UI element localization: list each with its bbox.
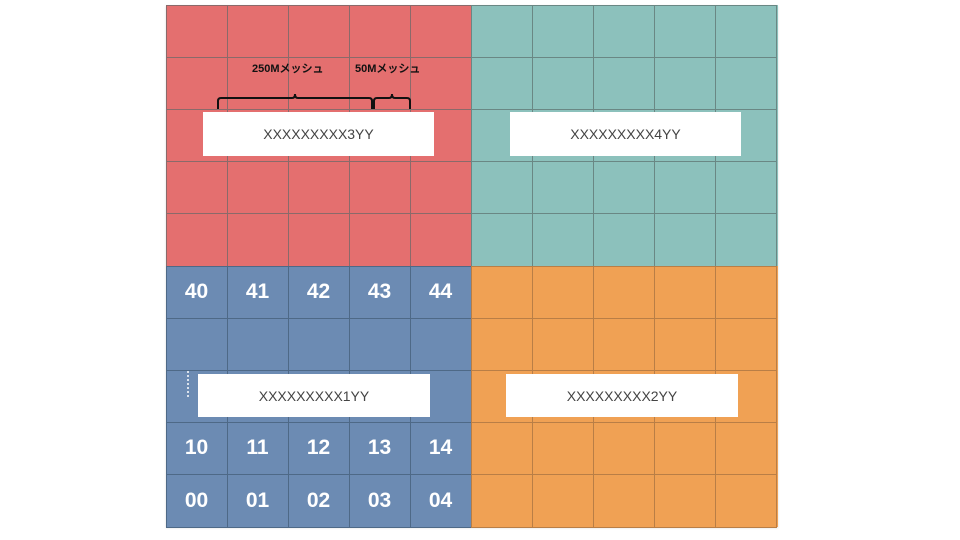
brace-250m [217,93,373,109]
mesh-code-4yy: XXXXXXXXX4YY [510,112,741,156]
mesh-code-3yy: XXXXXXXXX3YY [203,112,434,156]
mesh-grid-diagram: XXXXXXXXX3YY XXXXXXXXX4YY XXXXXXXXX1YY X… [166,5,778,528]
cell-code-44: 44 [428,280,453,303]
cell-code-10: 10 [184,436,209,459]
mesh-code-1yy: XXXXXXXXX1YY [198,374,430,417]
cell-code-01: 01 [245,488,270,512]
mesh-code-2yy: XXXXXXXXX2YY [506,374,738,417]
cell-code-41: 41 [245,280,270,303]
cell-code-11: 11 [246,436,269,459]
brace-50m [373,93,411,109]
cell-code-03: 03 [367,488,392,512]
cell-code-04: 04 [428,488,453,512]
mesh-cell [715,474,777,528]
caption-250m-mesh: 250Mメッシュ [252,63,324,75]
cell-code-40: 40 [184,280,209,303]
cell-code-00: 00 [184,488,209,512]
caption-50m-mesh: 50Mメッシュ [355,63,421,75]
cell-code-14: 14 [428,436,453,459]
cell-code-43: 43 [367,280,392,303]
cell-code-02: 02 [306,488,331,512]
cell-code-42: 42 [306,280,331,303]
dotted-marker [187,371,189,399]
cell-code-13: 13 [367,436,392,459]
cell-code-12: 12 [306,436,331,459]
